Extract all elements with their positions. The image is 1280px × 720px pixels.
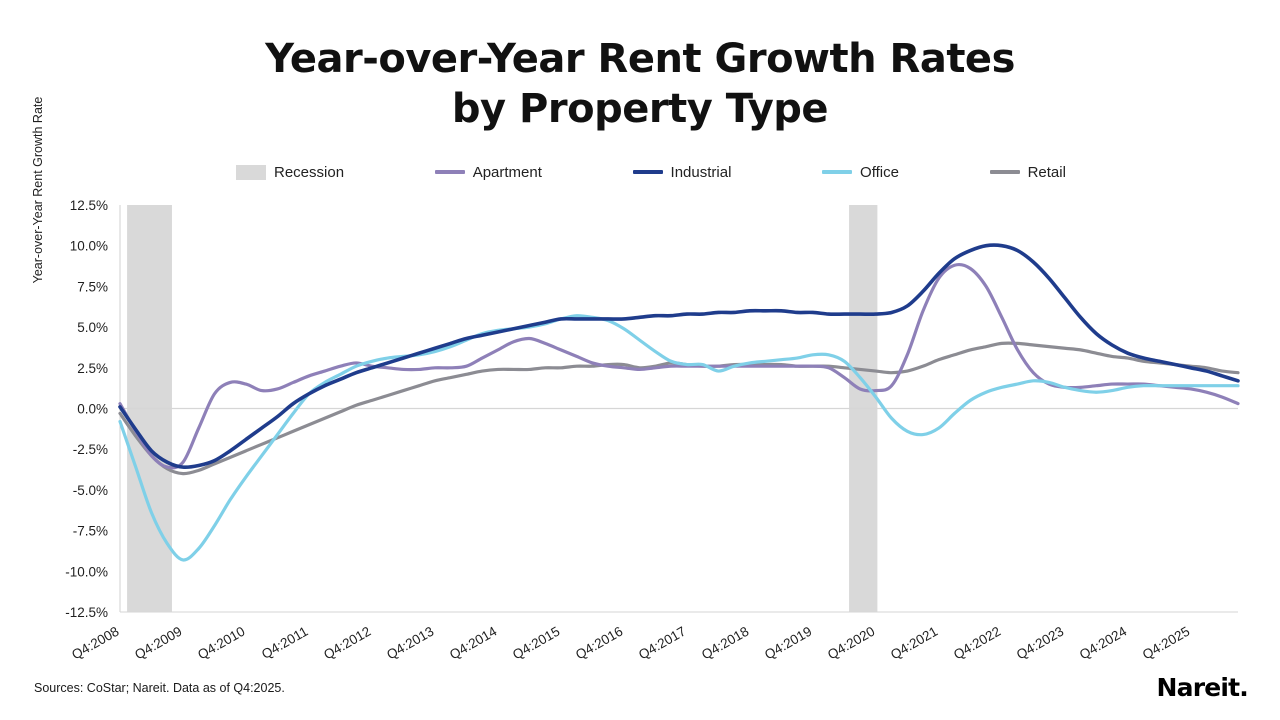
x-tick-label: Q4:2022: [951, 624, 1003, 663]
x-tick-label: Q4:2010: [195, 624, 247, 663]
legend-item-apartment[interactable]: Apartment: [434, 163, 542, 181]
x-tick-label: Q4:2023: [1014, 624, 1066, 663]
x-tick-label: Q4:2024: [1077, 623, 1130, 662]
title-line-1: Year-over-Year Rent Growth Rates: [265, 36, 1015, 82]
legend-swatch-recession-icon: [236, 164, 266, 180]
page-title: Year-over-Year Rent Growth Rates by Prop…: [0, 34, 1280, 134]
y-tick-label: 10.0%: [70, 239, 108, 254]
legend-label: Apartment: [472, 163, 542, 181]
legend-label: Recession: [274, 163, 345, 181]
brand-logo: Nareit.: [1156, 673, 1249, 702]
y-tick-label: 5.0%: [77, 320, 108, 335]
legend-item-retail[interactable]: Retail: [989, 163, 1066, 181]
x-tick-label: Q4:2012: [321, 624, 373, 663]
x-tick-label: Q4:2014: [447, 623, 500, 662]
legend-swatch-line-icon: [434, 170, 465, 174]
legend-swatch-line-icon: [989, 170, 1020, 174]
title-line-2: by Property Type: [451, 86, 829, 132]
x-tick-label: Q4:2011: [259, 624, 310, 662]
legend-label: Industrial: [670, 163, 732, 181]
series-line-industrial: [118, 243, 1240, 470]
y-tick-label: -5.0%: [73, 483, 108, 498]
y-tick-label: 0.0%: [77, 402, 108, 417]
x-tick-label: Q4:2013: [384, 624, 436, 663]
legend-item-industrial[interactable]: Industrial: [632, 163, 732, 181]
x-tick-label: Q4:2015: [510, 624, 562, 663]
x-tick-label: Q4:2009: [132, 624, 184, 663]
x-tick-label: Q4:2017: [636, 624, 688, 663]
legend-swatch-line-icon: [632, 170, 663, 174]
series-line-office: [118, 314, 1240, 562]
chart-legend: Recession Apartment Industrial Office Retail: [236, 160, 1066, 184]
y-tick-label: -10.0%: [65, 564, 108, 579]
legend-swatch-line-icon: [822, 170, 853, 174]
x-tick-label: Q4:2018: [699, 624, 751, 663]
x-tick-label: Q4:2020: [825, 624, 877, 663]
x-tick-label: Q4:2025: [1140, 624, 1192, 663]
y-axis-title: Year-over-Year Rent Growth Rate: [31, 96, 45, 284]
legend-item-office[interactable]: Office: [822, 164, 899, 181]
x-tick-label: Q4:2016: [573, 624, 625, 663]
legend-label: Retail: [1027, 163, 1066, 181]
x-tick-label: Q4:2019: [762, 624, 814, 663]
series-line-apartment: [118, 262, 1240, 470]
legend-label: Office: [860, 163, 899, 181]
legend-item-recession[interactable]: Recession: [236, 164, 344, 181]
source-note: Sources: CoStar; Nareit. Data as of Q4:2…: [34, 681, 285, 695]
y-tick-label: -12.5%: [65, 605, 108, 620]
y-tick-label: -2.5%: [73, 442, 108, 457]
y-tick-label: 2.5%: [77, 361, 108, 376]
y-tick-label: 7.5%: [77, 279, 108, 294]
x-tick-label: Q4:2021: [888, 624, 940, 663]
y-tick-label: 12.5%: [70, 198, 108, 213]
y-tick-label: -7.5%: [73, 524, 108, 539]
x-tick-label: Q4:2008: [69, 624, 121, 663]
